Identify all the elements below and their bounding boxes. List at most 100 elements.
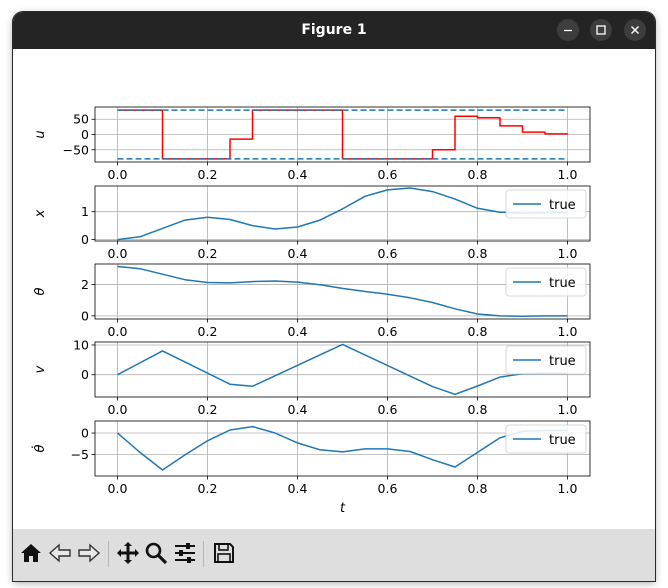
axes-frame [94,341,591,398]
magnifier-icon [145,542,168,565]
x-tick-label: 0.8 [468,481,488,496]
x-tick-label: 1.0 [558,167,578,182]
legend: true [505,424,587,454]
title-bar: Figure 1 [13,12,655,49]
legend-box [505,267,587,297]
subplot-2: 0.0 0.2 0.4 0.6 0.8 1.0 1 0 x true [33,185,591,261]
figure-canvas[interactable]: 0.0 0.2 0.4 0.6 0.8 1.0 50 0 −50 u 0.0 0.2 0.4 0.6 0.8… [13,49,655,529]
x-tick-label: 0.6 [378,324,398,339]
y-tick-label: 50 [73,112,89,127]
zoom-button[interactable] [142,539,170,567]
home-icon [21,544,41,562]
y-axis-label: v [33,365,48,373]
x-tick-label: 0.8 [468,324,488,339]
legend: true [505,345,587,375]
maximize-icon [596,25,606,35]
x-tick-label: 0.4 [288,481,308,496]
series-line-true [117,187,568,241]
subplot-1: 0.0 0.2 0.4 0.6 0.8 1.0 500−50 u [33,106,591,182]
save-button[interactable] [210,539,238,567]
figure-window: Figure 1 0.0 0.2 0.4 0.6 0.8 1.0 50 0 −50 u 0.0 0.2… [13,12,655,581]
minimize-button[interactable] [557,19,579,41]
x-tick-label: 0.2 [198,402,218,417]
close-icon [631,26,639,34]
close-button[interactable] [624,19,646,41]
configure-subplots-button[interactable] [171,539,199,567]
navigation-toolbar [13,529,655,581]
legend-label: true [549,433,576,448]
subplot-5: 0.0 0.2 0.4 0.6 0.8 1.0 0 −5 θ̇ t true [32,420,591,516]
axes-frame [94,420,591,477]
window-title: Figure 1 [301,22,367,38]
back-arrow-icon [48,543,71,563]
y-tick-label: 1 [81,204,89,219]
y-axis-label: θ̇ [32,444,48,452]
toolbar-separator [203,541,204,567]
home-button[interactable] [17,539,45,567]
y-axis-label: θ [33,287,48,295]
move-icon [117,542,139,564]
x-tick-label: 0.4 [288,324,308,339]
x-tick-label: 0.0 [108,324,128,339]
y-tick-label: 0 [81,308,89,323]
x-tick-label: 0.8 [468,402,488,417]
sliders-icon [175,543,195,563]
y-tick-label: 0 [81,127,89,142]
subplot-3: 0.0 0.2 0.4 0.6 0.8 1.0 2 0 θ true [33,263,591,339]
legend-box [505,424,587,454]
x-tick-label: 0.6 [378,246,398,261]
x-tick-label: 0.4 [288,246,308,261]
maximize-button[interactable] [590,19,612,41]
series-line-true [117,343,568,396]
x-tick-label: 1.0 [558,246,578,261]
x-tick-label: 1.0 [558,402,578,417]
axes-frame [94,185,591,242]
x-tick-label: 1.0 [558,324,578,339]
save-icon [214,543,234,563]
y-tick-label: 2 [81,277,89,292]
x-tick-label: 0.4 [288,167,308,182]
minimize-icon [564,29,572,32]
x-tick-label: 0.4 [288,402,308,417]
x-tick-label: 0.6 [378,167,398,182]
x-tick-label: 0.2 [198,324,218,339]
x-tick-label: 0.8 [468,167,488,182]
legend-box [505,189,587,219]
control-step-line [117,109,569,160]
x-tick-label: 1.0 [558,481,578,496]
y-axis-label: x [33,209,48,218]
axes-frame [94,263,591,320]
legend-box [505,345,587,375]
x-tick-label: 0.0 [108,246,128,261]
subplot-4: 0.0 0.2 0.4 0.6 0.8 1.0 10 0 v true [33,337,591,417]
y-tick-label: 0 [81,367,89,382]
legend: true [505,189,587,219]
y-tick-label: −50 [63,142,89,157]
legend-label: true [549,354,576,369]
legend-label: true [549,276,576,291]
y-tick-label: 10 [73,337,89,352]
y-tick-label: −5 [71,447,89,462]
x-tick-label: 0.2 [198,481,218,496]
forward-arrow-icon [78,543,101,563]
pan-button[interactable] [114,539,142,567]
x-tick-label: 0.6 [378,402,398,417]
y-tick-label: 0 [81,426,89,441]
series-line-true [117,265,568,318]
x-axis-label: t [340,501,346,516]
legend: true [505,267,587,297]
toolbar-separator [108,541,109,567]
x-tick-label: 0.0 [108,167,128,182]
x-tick-label: 0.0 [108,402,128,417]
x-tick-label: 0.2 [198,246,218,261]
y-tick-label: 0 [81,232,89,247]
forward-button[interactable] [75,539,103,567]
y-axis-label: u [33,130,48,138]
x-tick-label: 0.8 [468,246,488,261]
back-button[interactable] [46,539,74,567]
x-tick-label: 0.6 [378,481,398,496]
series-line-true [117,425,568,471]
legend-label: true [549,198,576,213]
x-tick-label: 0.0 [108,481,128,496]
